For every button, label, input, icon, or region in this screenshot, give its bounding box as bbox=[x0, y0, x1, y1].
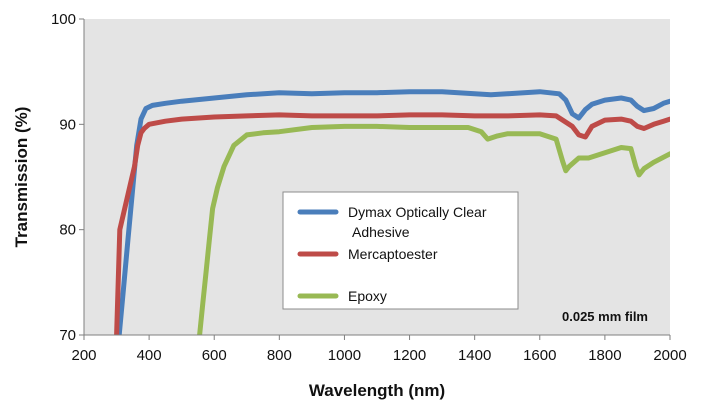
y-tick-label: 70 bbox=[59, 327, 76, 344]
x-tick-label: 1400 bbox=[458, 347, 491, 364]
x-tick-label: 400 bbox=[137, 347, 162, 364]
x-axis-title: Wavelength (nm) bbox=[309, 381, 445, 400]
x-tick-label: 1000 bbox=[328, 347, 361, 364]
y-tick-label: 80 bbox=[59, 222, 76, 239]
series-layer bbox=[114, 89, 670, 335]
x-tick-label: 800 bbox=[267, 347, 292, 364]
legend-label: Adhesive bbox=[352, 224, 410, 240]
series-line bbox=[116, 89, 670, 335]
legend-label: Dymax Optically Clear bbox=[348, 204, 487, 220]
legend-box bbox=[282, 191, 519, 310]
y-axis: 70 80 90 100 bbox=[51, 11, 84, 344]
x-tick-label: 1800 bbox=[588, 347, 621, 364]
x-tick-label: 2000 bbox=[653, 347, 686, 364]
film-thickness-annotation: 0.025 mm film bbox=[562, 309, 648, 324]
legend-label: Epoxy bbox=[348, 288, 387, 304]
legend-label: Mercaptoester bbox=[348, 246, 438, 262]
series-line bbox=[197, 123, 670, 335]
series-line bbox=[114, 112, 670, 335]
y-tick-label: 90 bbox=[59, 116, 76, 133]
x-tick-label: 600 bbox=[202, 347, 227, 364]
x-tick-label: 1200 bbox=[393, 347, 426, 364]
y-tick-label: 100 bbox=[51, 11, 76, 28]
y-axis-title: Transmission (%) bbox=[12, 107, 31, 248]
x-tick-label: 200 bbox=[71, 347, 96, 364]
legend: Dymax Optically Clear Adhesive Mercaptoest… bbox=[282, 191, 519, 310]
x-tick-label: 1600 bbox=[523, 347, 556, 364]
x-axis: 200 400 600 800 1000 1200 1400 1600 1800 2000 bbox=[71, 335, 687, 364]
